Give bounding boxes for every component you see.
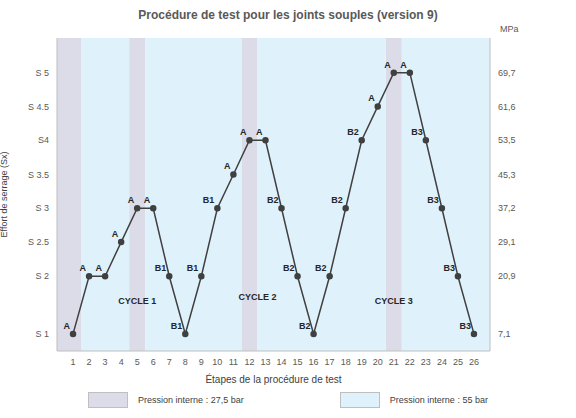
svg-text:15: 15 [293, 357, 303, 367]
svg-text:69,7: 69,7 [498, 68, 516, 78]
svg-text:10: 10 [212, 357, 222, 367]
svg-text:12: 12 [244, 357, 254, 367]
svg-text:23: 23 [421, 357, 431, 367]
svg-text:7: 7 [167, 357, 172, 367]
svg-text:B2: B2 [299, 321, 311, 331]
svg-text:S4: S4 [38, 135, 49, 145]
svg-text:61,6: 61,6 [498, 102, 516, 112]
svg-text:B2: B2 [315, 263, 327, 273]
svg-text:B2: B2 [347, 127, 359, 137]
svg-text:5: 5 [135, 357, 140, 367]
html-text:Procédure de test pour les joi: Procédure de test pour les joints souple… [138, 8, 438, 22]
svg-text:A: A [368, 93, 375, 103]
svg-text:A: A [400, 60, 407, 70]
svg-text:B2: B2 [267, 195, 279, 205]
svg-text:S 2.5: S 2.5 [28, 237, 49, 247]
svg-text:B3: B3 [459, 321, 471, 331]
svg-text:1: 1 [71, 357, 76, 367]
html-text:Pression interne : 27,5 bar: Pression interne : 27,5 bar [138, 395, 244, 405]
svg-text:Effort de serrage (Sx): Effort de serrage (Sx) [8, 152, 9, 238]
svg-text:B1: B1 [187, 263, 199, 273]
svg-text:B1: B1 [203, 195, 215, 205]
svg-text:A: A [112, 229, 119, 239]
svg-text:B3: B3 [427, 195, 439, 205]
svg-text:S 5: S 5 [35, 68, 49, 78]
svg-text:20,9: 20,9 [498, 271, 516, 281]
svg-text:A: A [96, 263, 103, 273]
svg-text:A: A [384, 60, 391, 70]
svg-text:S 3.5: S 3.5 [28, 170, 49, 180]
svg-text:4: 4 [119, 357, 124, 367]
svg-text:20: 20 [373, 357, 383, 367]
svg-text:25: 25 [453, 357, 463, 367]
svg-text:26: 26 [469, 357, 479, 367]
svg-text:A: A [256, 127, 263, 137]
svg-text:A: A [80, 263, 87, 273]
svg-text:21: 21 [389, 357, 399, 367]
html-text:MPa: MPa [500, 24, 519, 34]
svg-text:A: A [240, 127, 247, 137]
svg-text:A: A [224, 161, 231, 171]
svg-text:B1: B1 [171, 321, 183, 331]
svg-text:B2: B2 [283, 263, 295, 273]
svg-text:18: 18 [341, 357, 351, 367]
svg-text:11: 11 [229, 357, 238, 367]
svg-text:CYCLE 1: CYCLE 1 [118, 296, 156, 306]
svg-text:S 4.5: S 4.5 [28, 102, 49, 112]
svg-text:CYCLE 3: CYCLE 3 [375, 296, 413, 306]
svg-text:CYCLE 2: CYCLE 2 [238, 292, 276, 302]
svg-text:22: 22 [405, 357, 415, 367]
svg-text:B1: B1 [155, 263, 167, 273]
svg-text:8: 8 [183, 357, 188, 367]
svg-text:17: 17 [325, 357, 335, 367]
svg-text:A: A [128, 195, 135, 205]
svg-text:2: 2 [87, 357, 92, 367]
svg-text:45,3: 45,3 [498, 170, 516, 180]
html-text:Pression interne : 55 bar: Pression interne : 55 bar [389, 395, 488, 405]
svg-text:53,5: 53,5 [498, 135, 516, 145]
svg-text:A: A [64, 321, 71, 331]
svg-text:16: 16 [309, 357, 319, 367]
svg-text:24: 24 [437, 357, 447, 367]
svg-text:13: 13 [260, 357, 270, 367]
svg-text:Étapes de la procédure de test: Étapes de la procédure de test [205, 373, 341, 385]
svg-text:19: 19 [357, 357, 367, 367]
svg-text:A: A [144, 195, 151, 205]
svg-text:B3: B3 [443, 263, 455, 273]
svg-text:B3: B3 [411, 127, 423, 137]
svg-text:S 2: S 2 [35, 271, 49, 281]
svg-text:29,1: 29,1 [498, 237, 516, 247]
svg-text:3: 3 [103, 357, 108, 367]
svg-text:B2: B2 [331, 195, 343, 205]
svg-text:7,1: 7,1 [498, 329, 511, 339]
svg-text:14: 14 [277, 357, 287, 367]
svg-text:9: 9 [199, 357, 204, 367]
svg-text:6: 6 [151, 357, 156, 367]
svg-text:S 3: S 3 [35, 203, 49, 213]
svg-text:S 1: S 1 [35, 329, 49, 339]
svg-text:37,2: 37,2 [498, 203, 516, 213]
